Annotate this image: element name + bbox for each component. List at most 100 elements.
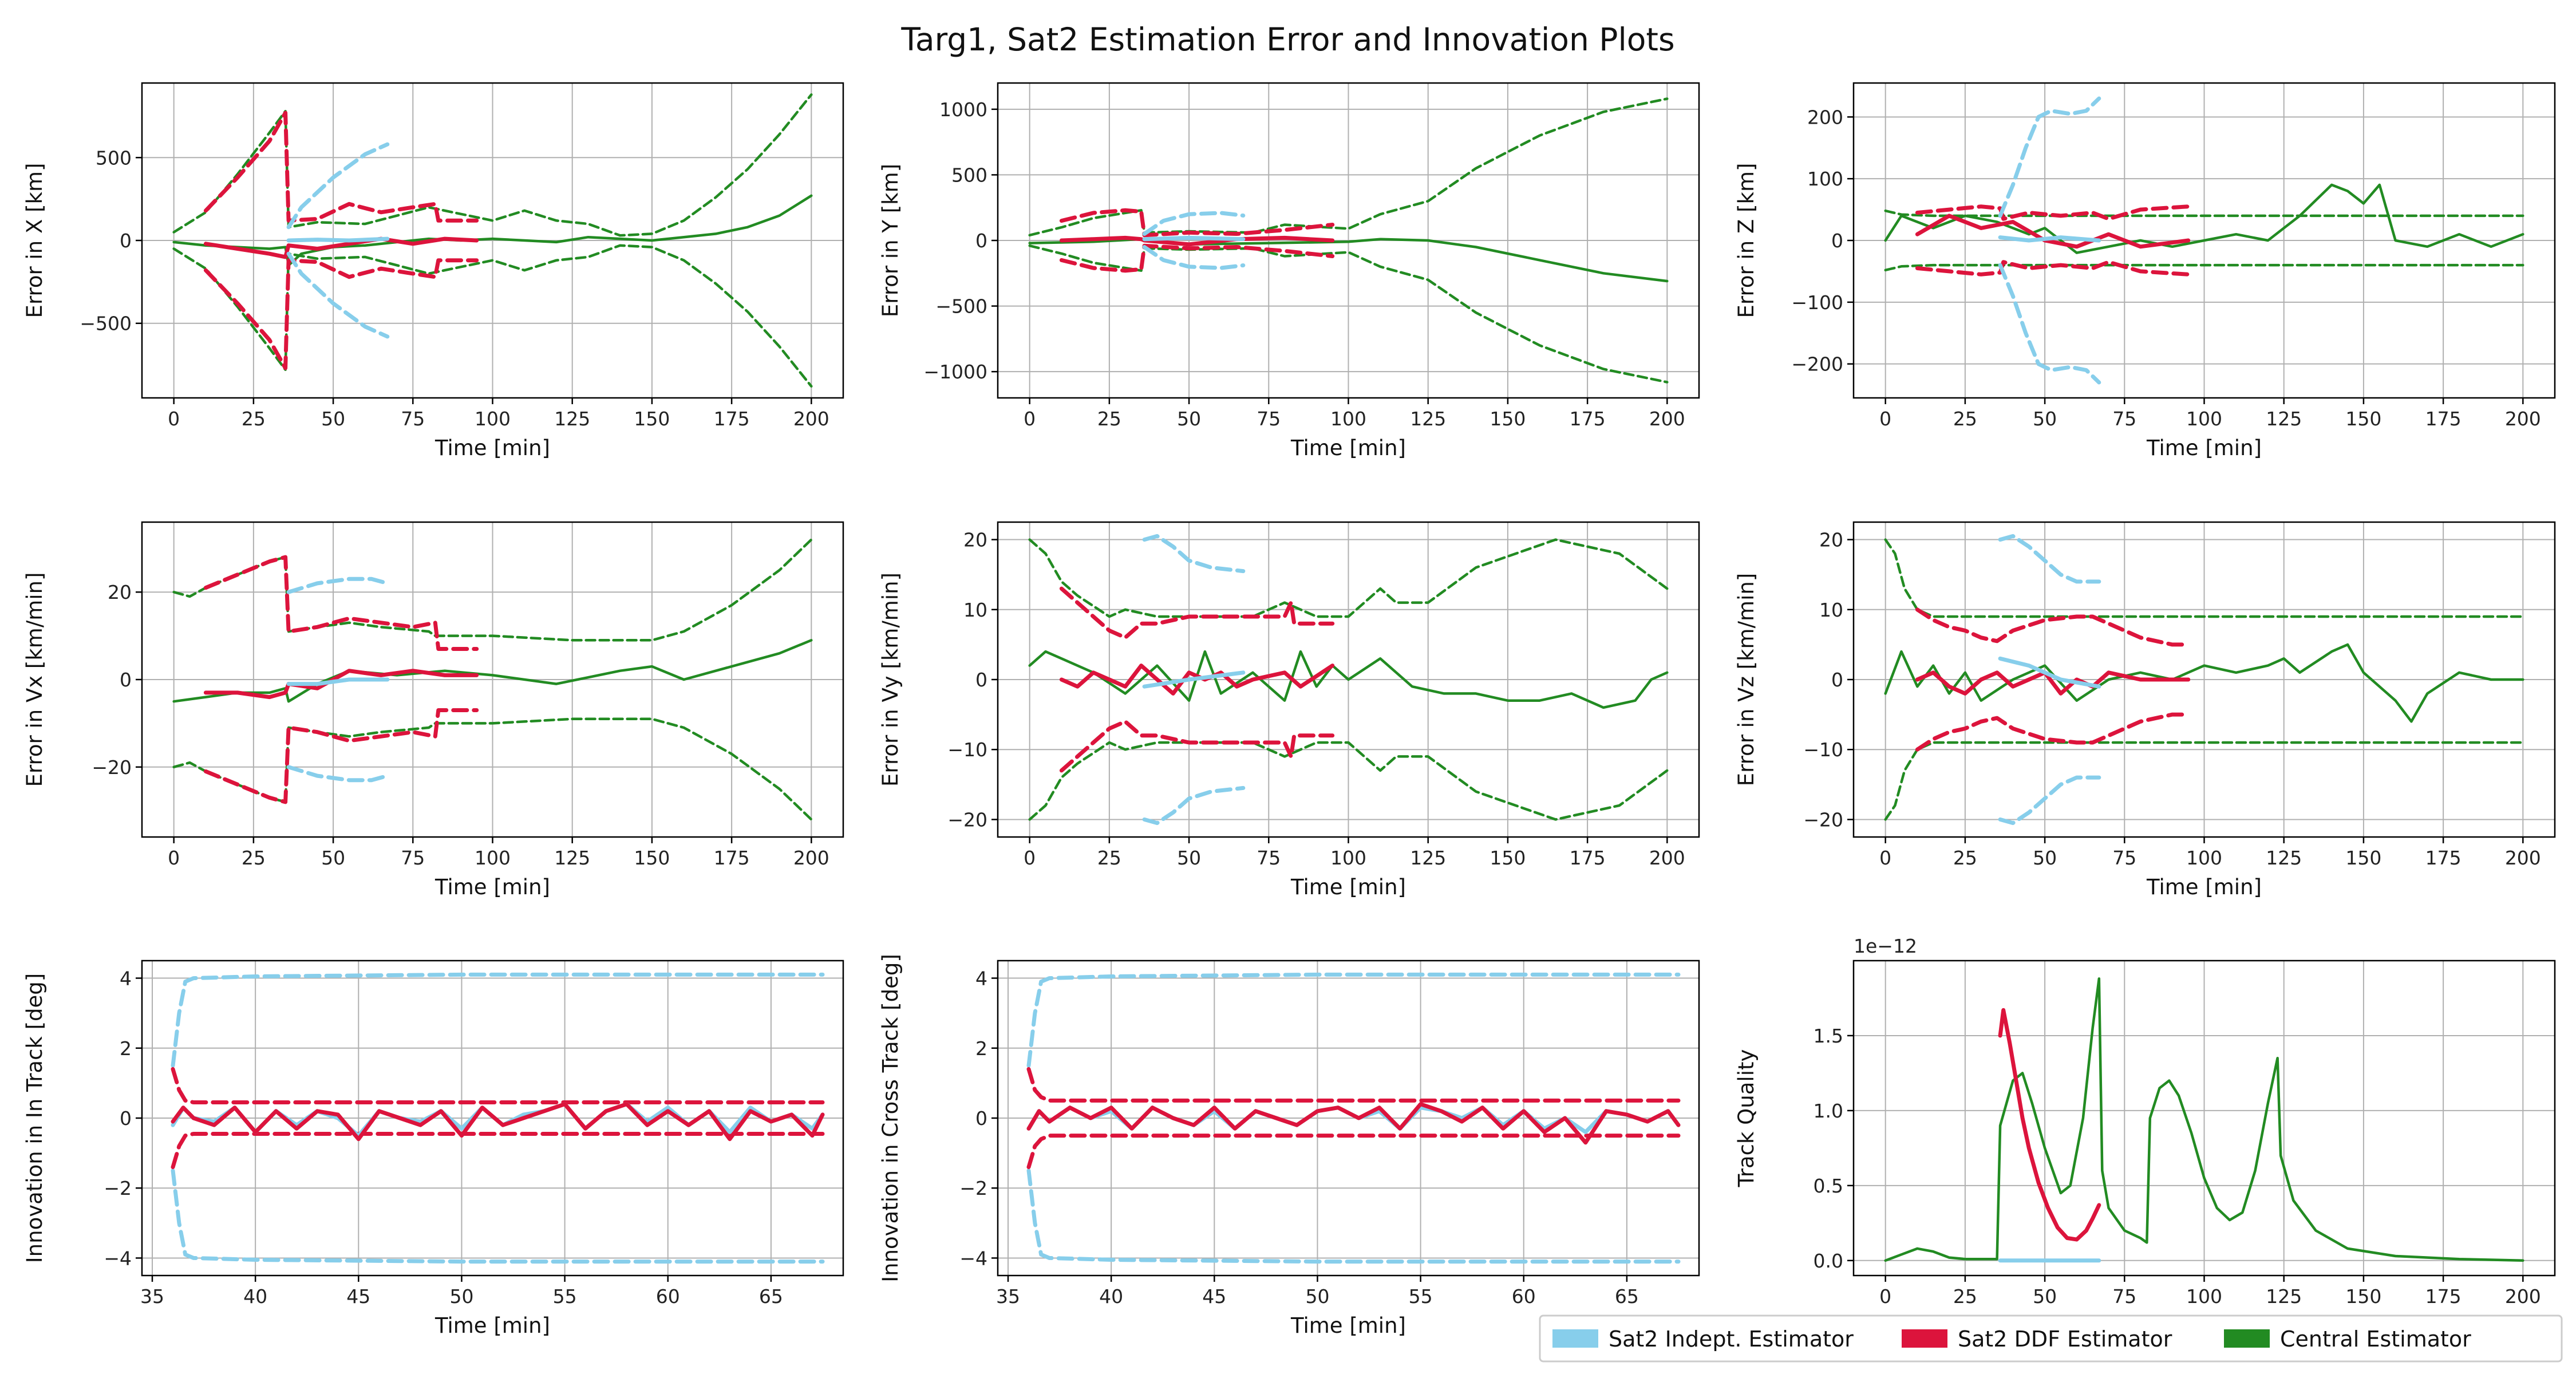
y-tick-label: −20 bbox=[1803, 808, 1843, 831]
series-sat2-ddf-estimator-bound-lower bbox=[171, 1132, 825, 1170]
series-group bbox=[1884, 96, 2524, 385]
subplot-evx: 0 25 50 75 100 125 150 175 200 −20 0 20 Time [min] Er… bbox=[22, 521, 844, 899]
series-central-estimator-bound-lower bbox=[1028, 741, 1669, 821]
series-sat2-ddf-estimator-bound bbox=[1059, 208, 1335, 238]
y-tick-label: 10 bbox=[963, 599, 987, 621]
x-tick-label: 0 bbox=[1879, 847, 1891, 869]
x-tick-label: 175 bbox=[2425, 408, 2462, 430]
series-sat2-indept-estimator-bound-lower bbox=[1026, 1168, 1681, 1264]
x-tick-label: 35 bbox=[140, 1285, 164, 1308]
y-tick-label: 200 bbox=[1807, 106, 1843, 128]
x-tick-label: 0 bbox=[1879, 1285, 1891, 1308]
x-tick-label: 100 bbox=[2186, 408, 2222, 430]
series-central-estimator-bound-lower bbox=[172, 244, 813, 388]
x-tick-label: 0 bbox=[1024, 408, 1036, 430]
y-tick-label: 4 bbox=[975, 968, 987, 990]
x-tick-label: 0 bbox=[168, 847, 180, 869]
series-sat2-ddf-estimator-bound-lower bbox=[1915, 712, 2191, 752]
x-tick-label: 0 bbox=[1879, 408, 1891, 430]
x-tick-label: 200 bbox=[2505, 408, 2541, 430]
x-tick-label: 50 bbox=[1177, 408, 1201, 430]
series-sat2-indept-estimator-error bbox=[1998, 235, 2101, 243]
y-tick-label: −200 bbox=[1791, 353, 1843, 376]
series-group bbox=[1884, 534, 2524, 826]
y-tick-label: −2 bbox=[959, 1177, 987, 1199]
series-sat2-indept-estimator-bound bbox=[1142, 211, 1246, 236]
series-central-estimator-error bbox=[1028, 650, 1669, 709]
x-tick-label: 125 bbox=[1410, 847, 1446, 869]
x-axis-label: Time [min] bbox=[434, 875, 550, 899]
series-group bbox=[172, 93, 813, 388]
x-tick-label: 0 bbox=[1024, 847, 1036, 869]
series-sat2-indept-estimator-bound bbox=[286, 577, 390, 594]
y-axis-label: Error in Vy [km/min] bbox=[878, 572, 903, 787]
x-tick-label: 150 bbox=[634, 408, 670, 430]
series-sat2-indept-estimator-error bbox=[286, 236, 390, 243]
x-tick-label: 25 bbox=[1097, 408, 1121, 430]
series-sat2-ddf-estimator-error bbox=[203, 669, 479, 700]
x-tick-label: 40 bbox=[243, 1285, 267, 1308]
series-group bbox=[1028, 97, 1669, 384]
x-tick-label: 65 bbox=[1615, 1285, 1639, 1308]
series-sat2-ddf-estimator-bound bbox=[1059, 586, 1335, 640]
subplot-inn_in: 35 40 45 50 55 60 65 −4 −2 0 2 4 Time [min] Innovatio… bbox=[22, 960, 844, 1338]
x-tick-label: 75 bbox=[401, 408, 425, 430]
y-tick-label: 2 bbox=[120, 1037, 132, 1060]
x-tick-label: 150 bbox=[1490, 408, 1526, 430]
series-sat2-indept-estimator-error bbox=[286, 677, 390, 686]
x-tick-label: 200 bbox=[793, 408, 829, 430]
x-tick-label: 175 bbox=[714, 408, 750, 430]
x-tick-label: 45 bbox=[346, 1285, 370, 1308]
x-tick-label: 175 bbox=[2425, 847, 2462, 869]
legend-label-ddf: Sat2 DDF Estimator bbox=[1958, 1326, 2172, 1352]
series-sat2-ddf-estimator-bound-lower bbox=[1059, 243, 1335, 273]
x-tick-label: 175 bbox=[714, 847, 750, 869]
subplot-ex: 0 25 50 75 100 125 150 175 200 −500 0 500 Time [min]… bbox=[22, 82, 844, 460]
x-tick-label: 125 bbox=[554, 408, 590, 430]
x-tick-label: 175 bbox=[1570, 408, 1606, 430]
x-axis-label: Time [min] bbox=[434, 436, 550, 460]
legend-swatch-central bbox=[2224, 1329, 2270, 1348]
x-tick-label: 150 bbox=[2345, 847, 2381, 869]
series-sat2-ddf-estimator-bound-lower bbox=[1059, 719, 1335, 773]
x-tick-label: 125 bbox=[1410, 408, 1446, 430]
series-sat2-ddf-estimator-bound-lower bbox=[203, 708, 479, 804]
y-tick-label: 0.5 bbox=[1814, 1175, 1843, 1197]
series-central-estimator-error bbox=[1884, 643, 2524, 723]
series-central-estimator-bound-lower bbox=[1884, 263, 2524, 272]
x-tick-label: 0 bbox=[168, 408, 180, 430]
x-tick-label: 125 bbox=[554, 847, 590, 869]
x-tick-label: 100 bbox=[2186, 847, 2222, 869]
series-sat2-indept-estimator-error bbox=[1142, 235, 1246, 242]
series-sat2-indept-estimator-bound bbox=[1998, 534, 2101, 584]
x-tick-label: 50 bbox=[449, 1285, 473, 1308]
series-sat2-indept-estimator-bound bbox=[1998, 96, 2101, 218]
series-sat2-ddf-estimator-error bbox=[1026, 1102, 1681, 1145]
series-sat2-ddf-estimator-bound bbox=[1915, 607, 2191, 647]
subplot-evz: 0 25 50 75 100 125 150 175 200 −20 −10 0 10 20 Time [m… bbox=[1734, 521, 2556, 899]
series-central-estimator-bound-lower bbox=[1884, 741, 2524, 821]
x-tick-label: 25 bbox=[242, 408, 266, 430]
y-tick-label: 100 bbox=[1807, 168, 1843, 190]
x-axis-label: Time [min] bbox=[434, 1313, 550, 1338]
x-tick-label: 45 bbox=[1202, 1285, 1226, 1308]
y-tick-label: −10 bbox=[1803, 739, 1843, 761]
y-tick-label: −2 bbox=[104, 1177, 132, 1199]
x-tick-label: 75 bbox=[401, 847, 425, 869]
x-tick-label: 35 bbox=[996, 1285, 1020, 1308]
y-tick-label: 500 bbox=[96, 147, 132, 169]
x-tick-label: 50 bbox=[1177, 847, 1201, 869]
y-axis-label: Error in Z [km] bbox=[1734, 163, 1759, 318]
x-tick-label: 75 bbox=[2112, 1285, 2136, 1308]
x-tick-label: 55 bbox=[1409, 1285, 1433, 1308]
legend-frame bbox=[1539, 1314, 2563, 1363]
y-tick-label: 0 bbox=[1831, 230, 1843, 252]
y-axis-label: Error in Vz [km/min] bbox=[1734, 573, 1759, 787]
y-axis-label: Error in Y [km] bbox=[878, 164, 903, 317]
y-tick-label: 0 bbox=[975, 230, 987, 252]
legend-swatch-ddf bbox=[1902, 1329, 1947, 1348]
series-central-estimator-bound bbox=[1884, 209, 2524, 218]
series-sat2-indept-estimator-error bbox=[1026, 1105, 1681, 1134]
x-tick-label: 200 bbox=[2505, 1285, 2541, 1308]
